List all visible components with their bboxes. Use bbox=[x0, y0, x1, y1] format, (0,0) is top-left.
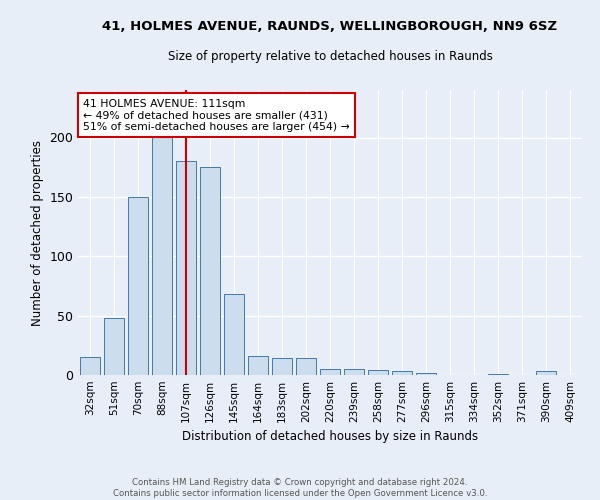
Bar bbox=[152, 132, 172, 375]
Bar bbox=[488, 374, 508, 375]
Y-axis label: Number of detached properties: Number of detached properties bbox=[31, 140, 44, 326]
Text: 41, HOLMES AVENUE, RAUNDS, WELLINGBOROUGH, NN9 6SZ: 41, HOLMES AVENUE, RAUNDS, WELLINGBOROUG… bbox=[103, 20, 557, 33]
Text: Contains HM Land Registry data © Crown copyright and database right 2024.
Contai: Contains HM Land Registry data © Crown c… bbox=[113, 478, 487, 498]
Bar bbox=[368, 370, 388, 375]
Bar bbox=[224, 294, 244, 375]
Bar bbox=[104, 318, 124, 375]
Bar bbox=[200, 167, 220, 375]
Bar bbox=[272, 358, 292, 375]
Bar bbox=[128, 197, 148, 375]
Bar bbox=[416, 372, 436, 375]
Bar bbox=[320, 369, 340, 375]
Bar bbox=[80, 357, 100, 375]
Text: Size of property relative to detached houses in Raunds: Size of property relative to detached ho… bbox=[167, 50, 493, 63]
Bar bbox=[344, 369, 364, 375]
Bar bbox=[392, 372, 412, 375]
Bar bbox=[176, 161, 196, 375]
Bar bbox=[536, 372, 556, 375]
Bar bbox=[248, 356, 268, 375]
Text: 41 HOLMES AVENUE: 111sqm
← 49% of detached houses are smaller (431)
51% of semi-: 41 HOLMES AVENUE: 111sqm ← 49% of detach… bbox=[83, 98, 350, 132]
X-axis label: Distribution of detached houses by size in Raunds: Distribution of detached houses by size … bbox=[182, 430, 478, 444]
Bar bbox=[296, 358, 316, 375]
